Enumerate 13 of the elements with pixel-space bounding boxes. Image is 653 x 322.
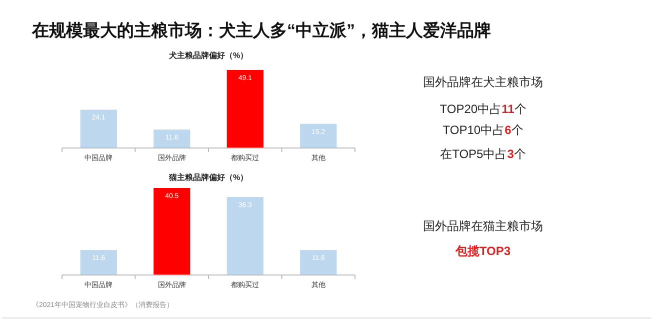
text: 包揽TOP3 [454,244,511,258]
text: TOP10中占6个 [442,123,524,137]
text: 国外品牌在猫主粮市场 [423,219,543,233]
bar [154,130,190,148]
text: 在规模最大的主粮市场：犬主人多“中立派”，猫主人爱洋品牌 [31,21,491,40]
text: 国外品牌在犬主粮市场 [423,75,543,89]
chart-title: 猫主粮品牌偏好（%） [168,172,248,182]
text: TOP20中占11个 [440,102,526,116]
bar [80,110,117,148]
text: 在TOP5中占3个 [440,147,526,161]
bar [226,70,264,148]
bar [300,124,337,148]
chart-title: 犬主粮品牌偏好（%） [168,50,248,60]
